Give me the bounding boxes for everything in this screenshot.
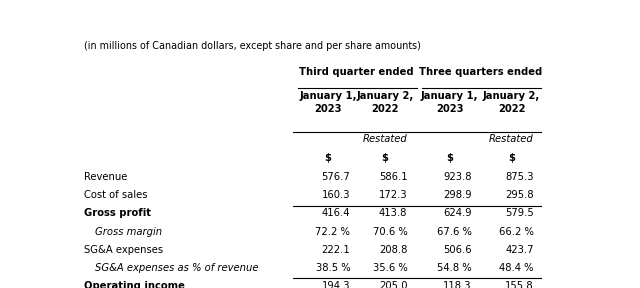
Text: $: $ [324,153,332,163]
Text: January 2,
2022: January 2, 2022 [483,91,540,113]
Text: 66.2 %: 66.2 % [499,227,534,237]
Text: January 1,
2023: January 1, 2023 [420,91,478,113]
Text: 222.1: 222.1 [321,245,350,255]
Text: (in millions of Canadian dollars, except share and per share amounts): (in millions of Canadian dollars, except… [84,41,421,51]
Text: Gross margin: Gross margin [95,227,162,237]
Text: Gross profit: Gross profit [84,209,151,218]
Text: Three quarters ended: Three quarters ended [419,67,542,77]
Text: January 2,
2022: January 2, 2022 [356,91,413,113]
Text: $: $ [508,153,515,163]
Text: Third quarter ended: Third quarter ended [300,67,414,77]
Text: 67.6 %: 67.6 % [437,227,472,237]
Text: $: $ [446,153,453,163]
Text: 586.1: 586.1 [379,172,408,182]
Text: 172.3: 172.3 [379,190,408,200]
Text: 579.5: 579.5 [505,209,534,218]
Text: 38.5 %: 38.5 % [316,263,350,273]
Text: Cost of sales: Cost of sales [84,190,147,200]
Text: 35.6 %: 35.6 % [372,263,408,273]
Text: 70.6 %: 70.6 % [372,227,408,237]
Text: 48.4 %: 48.4 % [499,263,534,273]
Text: 205.0: 205.0 [379,281,408,288]
Text: 875.3: 875.3 [506,172,534,182]
Text: 160.3: 160.3 [322,190,350,200]
Text: 576.7: 576.7 [321,172,350,182]
Text: $: $ [381,153,388,163]
Text: Operating income: Operating income [84,281,185,288]
Text: 54.8 %: 54.8 % [437,263,472,273]
Text: 118.3: 118.3 [444,281,472,288]
Text: 295.8: 295.8 [505,190,534,200]
Text: 416.4: 416.4 [322,209,350,218]
Text: 298.9: 298.9 [444,190,472,200]
Text: 72.2 %: 72.2 % [316,227,350,237]
Text: SG&A expenses as % of revenue: SG&A expenses as % of revenue [95,263,259,273]
Text: Revenue: Revenue [84,172,127,182]
Text: January 1,
2023: January 1, 2023 [300,91,356,113]
Text: SG&A expenses: SG&A expenses [84,245,163,255]
Text: 923.8: 923.8 [444,172,472,182]
Text: 155.8: 155.8 [505,281,534,288]
Text: 194.3: 194.3 [322,281,350,288]
Text: 413.8: 413.8 [379,209,408,218]
Text: 624.9: 624.9 [444,209,472,218]
Text: Restated: Restated [363,134,408,144]
Text: 506.6: 506.6 [444,245,472,255]
Text: 423.7: 423.7 [506,245,534,255]
Text: Restated: Restated [489,134,534,144]
Text: 208.8: 208.8 [379,245,408,255]
